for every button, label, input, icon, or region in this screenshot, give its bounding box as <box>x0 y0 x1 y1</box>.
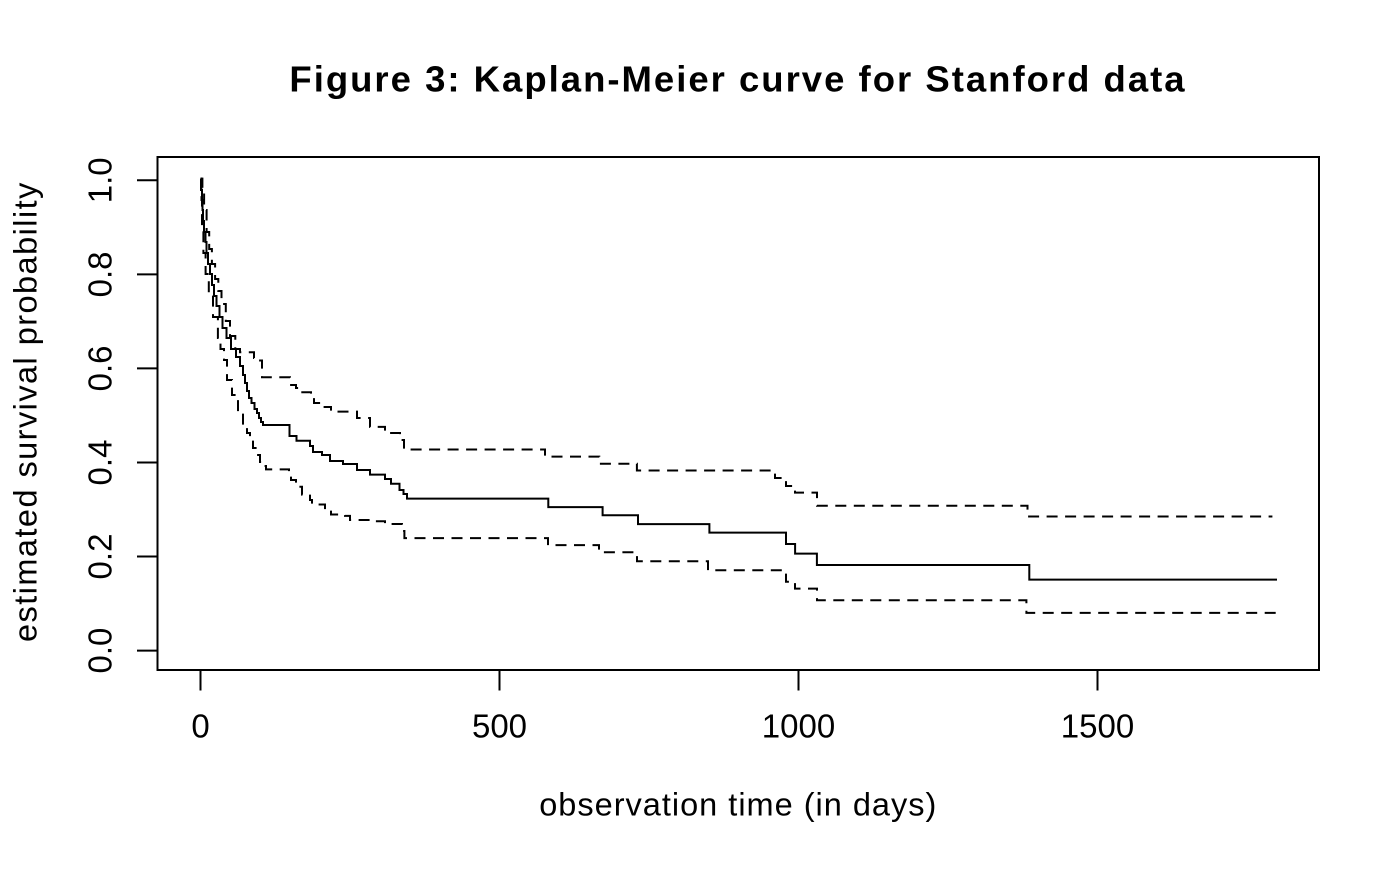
svg-text:1000: 1000 <box>762 708 835 745</box>
svg-text:observation time (in days): observation time (in days) <box>539 786 937 822</box>
svg-text:estimated survival probability: estimated survival probability <box>8 181 44 642</box>
svg-text:0.2: 0.2 <box>82 534 119 580</box>
svg-text:0.4: 0.4 <box>82 440 119 486</box>
svg-text:1.0: 1.0 <box>82 157 119 203</box>
svg-text:0.6: 0.6 <box>82 345 119 391</box>
svg-text:500: 500 <box>472 708 527 745</box>
svg-text:Figure 3: Kaplan-Meier curve f: Figure 3: Kaplan-Meier curve for Stanfor… <box>289 59 1186 100</box>
svg-text:0.8: 0.8 <box>82 251 119 297</box>
svg-text:0.0: 0.0 <box>82 628 119 674</box>
svg-text:0: 0 <box>191 708 209 745</box>
svg-text:1500: 1500 <box>1061 708 1134 745</box>
